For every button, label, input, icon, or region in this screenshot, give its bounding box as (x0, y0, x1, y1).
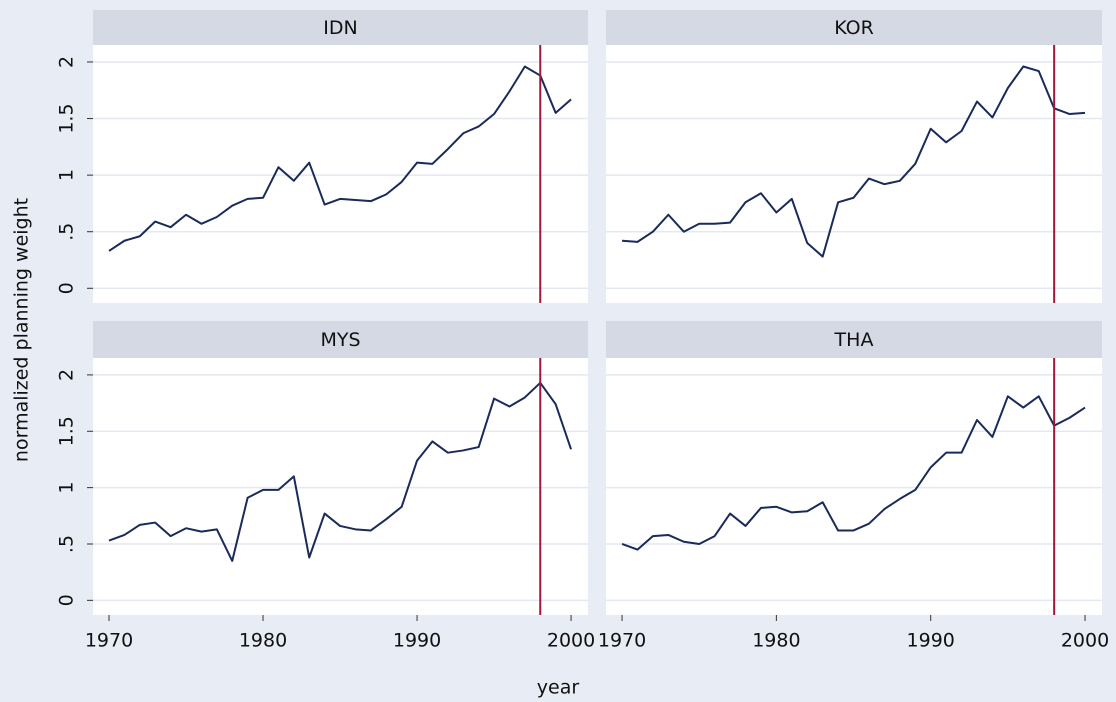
data-line (621, 65, 1086, 258)
x-tick-label: 2000 (1061, 630, 1109, 652)
x-axis-title: year (537, 677, 580, 699)
y-tick-label: 1.5 (56, 103, 78, 133)
data-line (108, 65, 572, 252)
x-tick-label: 1990 (393, 630, 441, 652)
y-tick-label: 0 (56, 282, 78, 294)
x-tick-label: 1970 (598, 630, 646, 652)
panel-title: KOR (834, 17, 874, 39)
x-tick-label: 1990 (907, 630, 955, 652)
panel-header (606, 10, 1102, 45)
y-axis-title: normalized planning weight (11, 198, 33, 462)
y-tick-label: 1 (56, 169, 78, 181)
panel-title: THA (834, 329, 874, 351)
y-tick-label: 2 (56, 56, 78, 68)
y-tick-label: 2 (56, 369, 78, 381)
y-tick-label: 1.5 (56, 416, 78, 446)
panel-title: IDN (323, 17, 357, 39)
data-line (108, 381, 573, 562)
x-tick-label: 1980 (239, 630, 287, 652)
data-line (621, 395, 1086, 551)
panel-header (93, 321, 588, 358)
plot-area (606, 45, 1102, 303)
plot-area (93, 45, 588, 303)
y-tick-label: 1 (56, 482, 78, 494)
plot-area (606, 358, 1102, 615)
x-tick-label: 2000 (547, 630, 595, 652)
plot-area (93, 358, 588, 615)
x-tick-label: 1980 (752, 630, 800, 652)
y-tick-label: .5 (56, 223, 78, 241)
x-tick-label: 1970 (85, 630, 133, 652)
panel-header (93, 10, 588, 45)
y-tick-label: 0 (56, 594, 78, 606)
panel-header (606, 321, 1102, 358)
y-tick-label: .5 (56, 535, 78, 553)
panel-title: MYS (320, 329, 360, 351)
